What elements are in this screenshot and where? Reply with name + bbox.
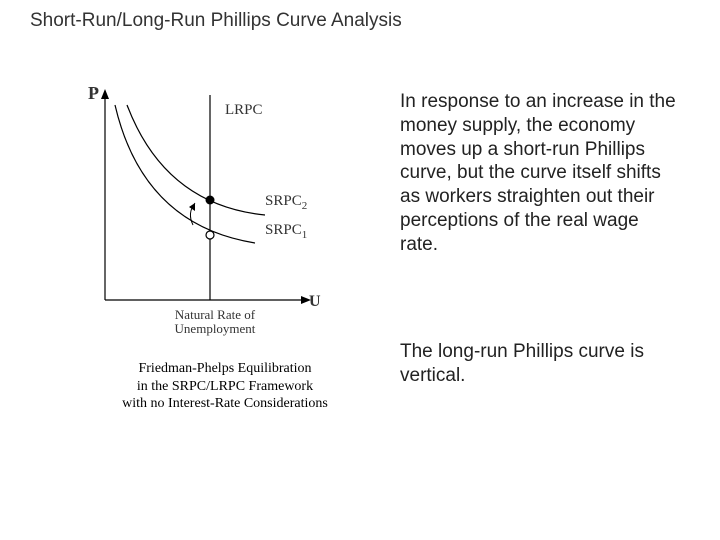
natural-rate-line2: Unemployment — [175, 321, 256, 336]
srpc2-base: SRPC — [265, 193, 302, 209]
figure-caption: Friedman-Phelps Equilibration in the SRP… — [105, 360, 345, 413]
x-axis-label: U — [309, 293, 321, 311]
srpc2-sub: 2 — [302, 200, 308, 212]
initial-equilibrium-point — [206, 231, 214, 239]
phillips-curve-diagram — [95, 85, 365, 345]
y-axis-label: P — [88, 83, 99, 104]
srpc1-sub: 1 — [302, 229, 308, 241]
page-title: Short-Run/Long-Run Phillips Curve Analys… — [30, 10, 402, 32]
explanation-paragraph-1: In response to an increase in the money … — [400, 90, 680, 256]
srpc2-label: SRPC2 — [265, 193, 307, 212]
explanation-paragraph-2: The long-run Phillips curve is vertical. — [400, 340, 680, 388]
natural-rate-label: Natural Rate of Unemployment — [165, 308, 265, 337]
caption-line-1: Friedman-Phelps Equilibration — [138, 361, 311, 376]
srpc2-curve — [127, 105, 265, 215]
caption-line-3: with no Interest-Rate Considerations — [122, 396, 328, 411]
new-equilibrium-point — [206, 196, 215, 205]
lrpc-label: LRPC — [225, 102, 263, 119]
srpc1-label: SRPC1 — [265, 222, 307, 241]
caption-line-2: in the SRPC/LRPC Framework — [137, 379, 313, 394]
diagram-svg — [95, 85, 365, 345]
y-axis-arrowhead — [101, 89, 109, 99]
shift-arrow-head — [189, 203, 195, 211]
natural-rate-line1: Natural Rate of — [175, 307, 255, 322]
srpc1-base: SRPC — [265, 222, 302, 238]
